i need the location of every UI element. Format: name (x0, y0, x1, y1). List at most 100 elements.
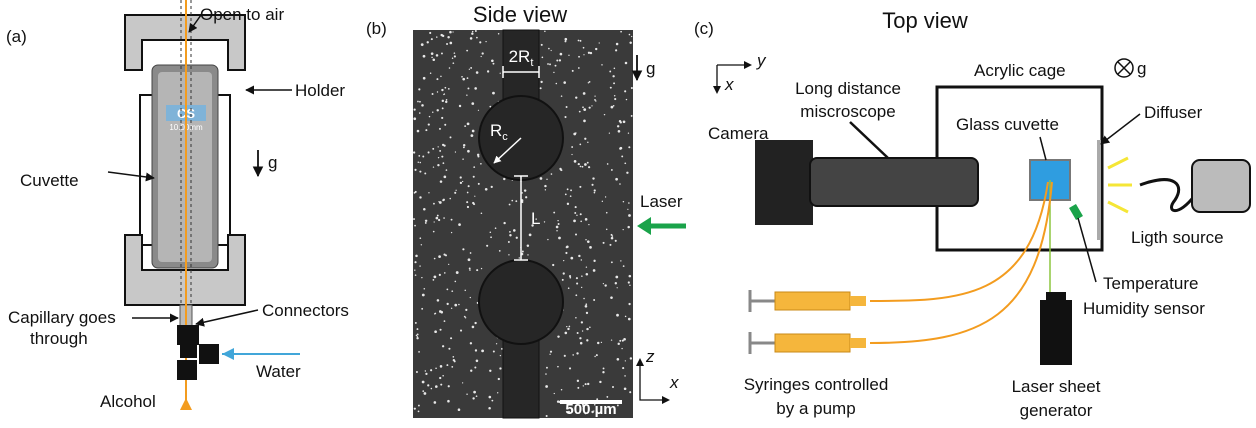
speckle-dot (596, 341, 600, 345)
speckle-dot (568, 367, 572, 370)
speckle-dot (443, 93, 446, 95)
connector (177, 325, 199, 345)
speckle-dot (541, 56, 544, 59)
speckle-dot (591, 105, 593, 107)
speckle-dot (430, 52, 434, 55)
speckle-dot (593, 403, 596, 406)
speckle-dot (414, 321, 417, 324)
speckle-dot (622, 265, 625, 268)
speckle-dot (480, 267, 483, 270)
speckle-dot (451, 365, 454, 368)
speckle-dot (627, 132, 630, 134)
speckle-dot (621, 347, 623, 350)
speckle-dot (449, 41, 453, 45)
speckle-dot (628, 33, 631, 36)
speckle-dot (474, 87, 477, 90)
label: by a pump (776, 399, 855, 418)
speckle-dot (613, 67, 616, 70)
speckle-dot (571, 146, 574, 148)
light-rays (1107, 156, 1132, 214)
speckle-dot (540, 80, 543, 84)
speckle-dot (602, 371, 605, 374)
speckle-dot (430, 387, 433, 390)
speckle-dot (432, 147, 435, 150)
speckle-dot (616, 357, 620, 361)
speckle-dot (451, 57, 454, 59)
speckle-dot (441, 88, 444, 92)
speckle-dot (418, 112, 421, 114)
speckle-dot (612, 75, 615, 78)
speckle-dot (571, 69, 574, 72)
speckle-dot (535, 218, 537, 220)
speckle-dot (466, 205, 470, 209)
speckle-dot (459, 181, 463, 185)
panel-title: Top view (882, 8, 968, 33)
speckle-dot (503, 221, 506, 225)
speckle-dot (432, 278, 435, 281)
speckle-dot (588, 166, 591, 169)
speckle-dot (593, 189, 596, 192)
speckle-dot (443, 272, 446, 274)
speckle-dot (576, 379, 580, 383)
speckle-dot (515, 200, 518, 203)
speckle-dot (433, 257, 436, 260)
speckle-dot (588, 81, 591, 83)
label: x (724, 75, 734, 94)
speckle-dot (556, 59, 559, 62)
speckle-dot (436, 91, 439, 93)
label: Holder (295, 81, 345, 100)
speckle-dot (558, 236, 561, 240)
speckle-dot (472, 201, 475, 205)
speckle-dot (616, 404, 619, 407)
speckle-dot (424, 219, 428, 223)
speckle-dot (521, 192, 523, 194)
speckle-dot (579, 143, 582, 146)
speckle-dot (438, 218, 441, 222)
speckle-dot (550, 173, 553, 175)
speckle-dot (579, 185, 582, 188)
speckle-dot (417, 404, 420, 407)
speckle-dot (605, 228, 608, 231)
speckle-dot (471, 129, 475, 133)
label: x (669, 373, 679, 392)
speckle-dot (606, 163, 609, 165)
speckle-dot (497, 377, 500, 381)
axes (639, 360, 668, 401)
speckle-dot (560, 169, 563, 172)
speckle-dot (462, 158, 464, 160)
label: Cuvette (20, 171, 79, 190)
speckle-dot (458, 223, 461, 226)
speckle-dot (598, 42, 600, 44)
speckle-dot (577, 67, 580, 69)
speckle-dot (431, 56, 433, 59)
speckle-dot (414, 274, 417, 276)
speckle-dot (628, 302, 631, 306)
speckle-dot (587, 82, 590, 84)
speckle-dot (593, 298, 596, 301)
speckle-dot (555, 225, 559, 229)
speckle-dot (579, 39, 582, 42)
speckle-dot (443, 217, 445, 219)
speckle-dot (469, 252, 472, 254)
speckle-dot (623, 387, 627, 391)
speckle-dot (440, 383, 443, 386)
speckle-dot (574, 233, 578, 236)
speckle-dot (558, 59, 562, 62)
speckle-dot (553, 392, 555, 395)
speckle-dot (477, 155, 480, 158)
speckle-dot (427, 384, 430, 387)
speckle-dot (580, 220, 582, 223)
speckle-dot (624, 162, 627, 165)
speckle-dot (451, 290, 454, 293)
speckle-dot (419, 237, 422, 240)
speckle-dot (613, 82, 616, 85)
speckle-dot (414, 168, 417, 171)
speckle-dot (439, 180, 443, 183)
speckle-dot (429, 31, 432, 35)
label: Camera (708, 124, 769, 143)
speckle-dot (466, 393, 468, 395)
speckle-dot (575, 277, 578, 280)
speckle-dot (583, 297, 585, 300)
speckle-dot (602, 241, 605, 244)
speckle-dot (582, 46, 585, 49)
